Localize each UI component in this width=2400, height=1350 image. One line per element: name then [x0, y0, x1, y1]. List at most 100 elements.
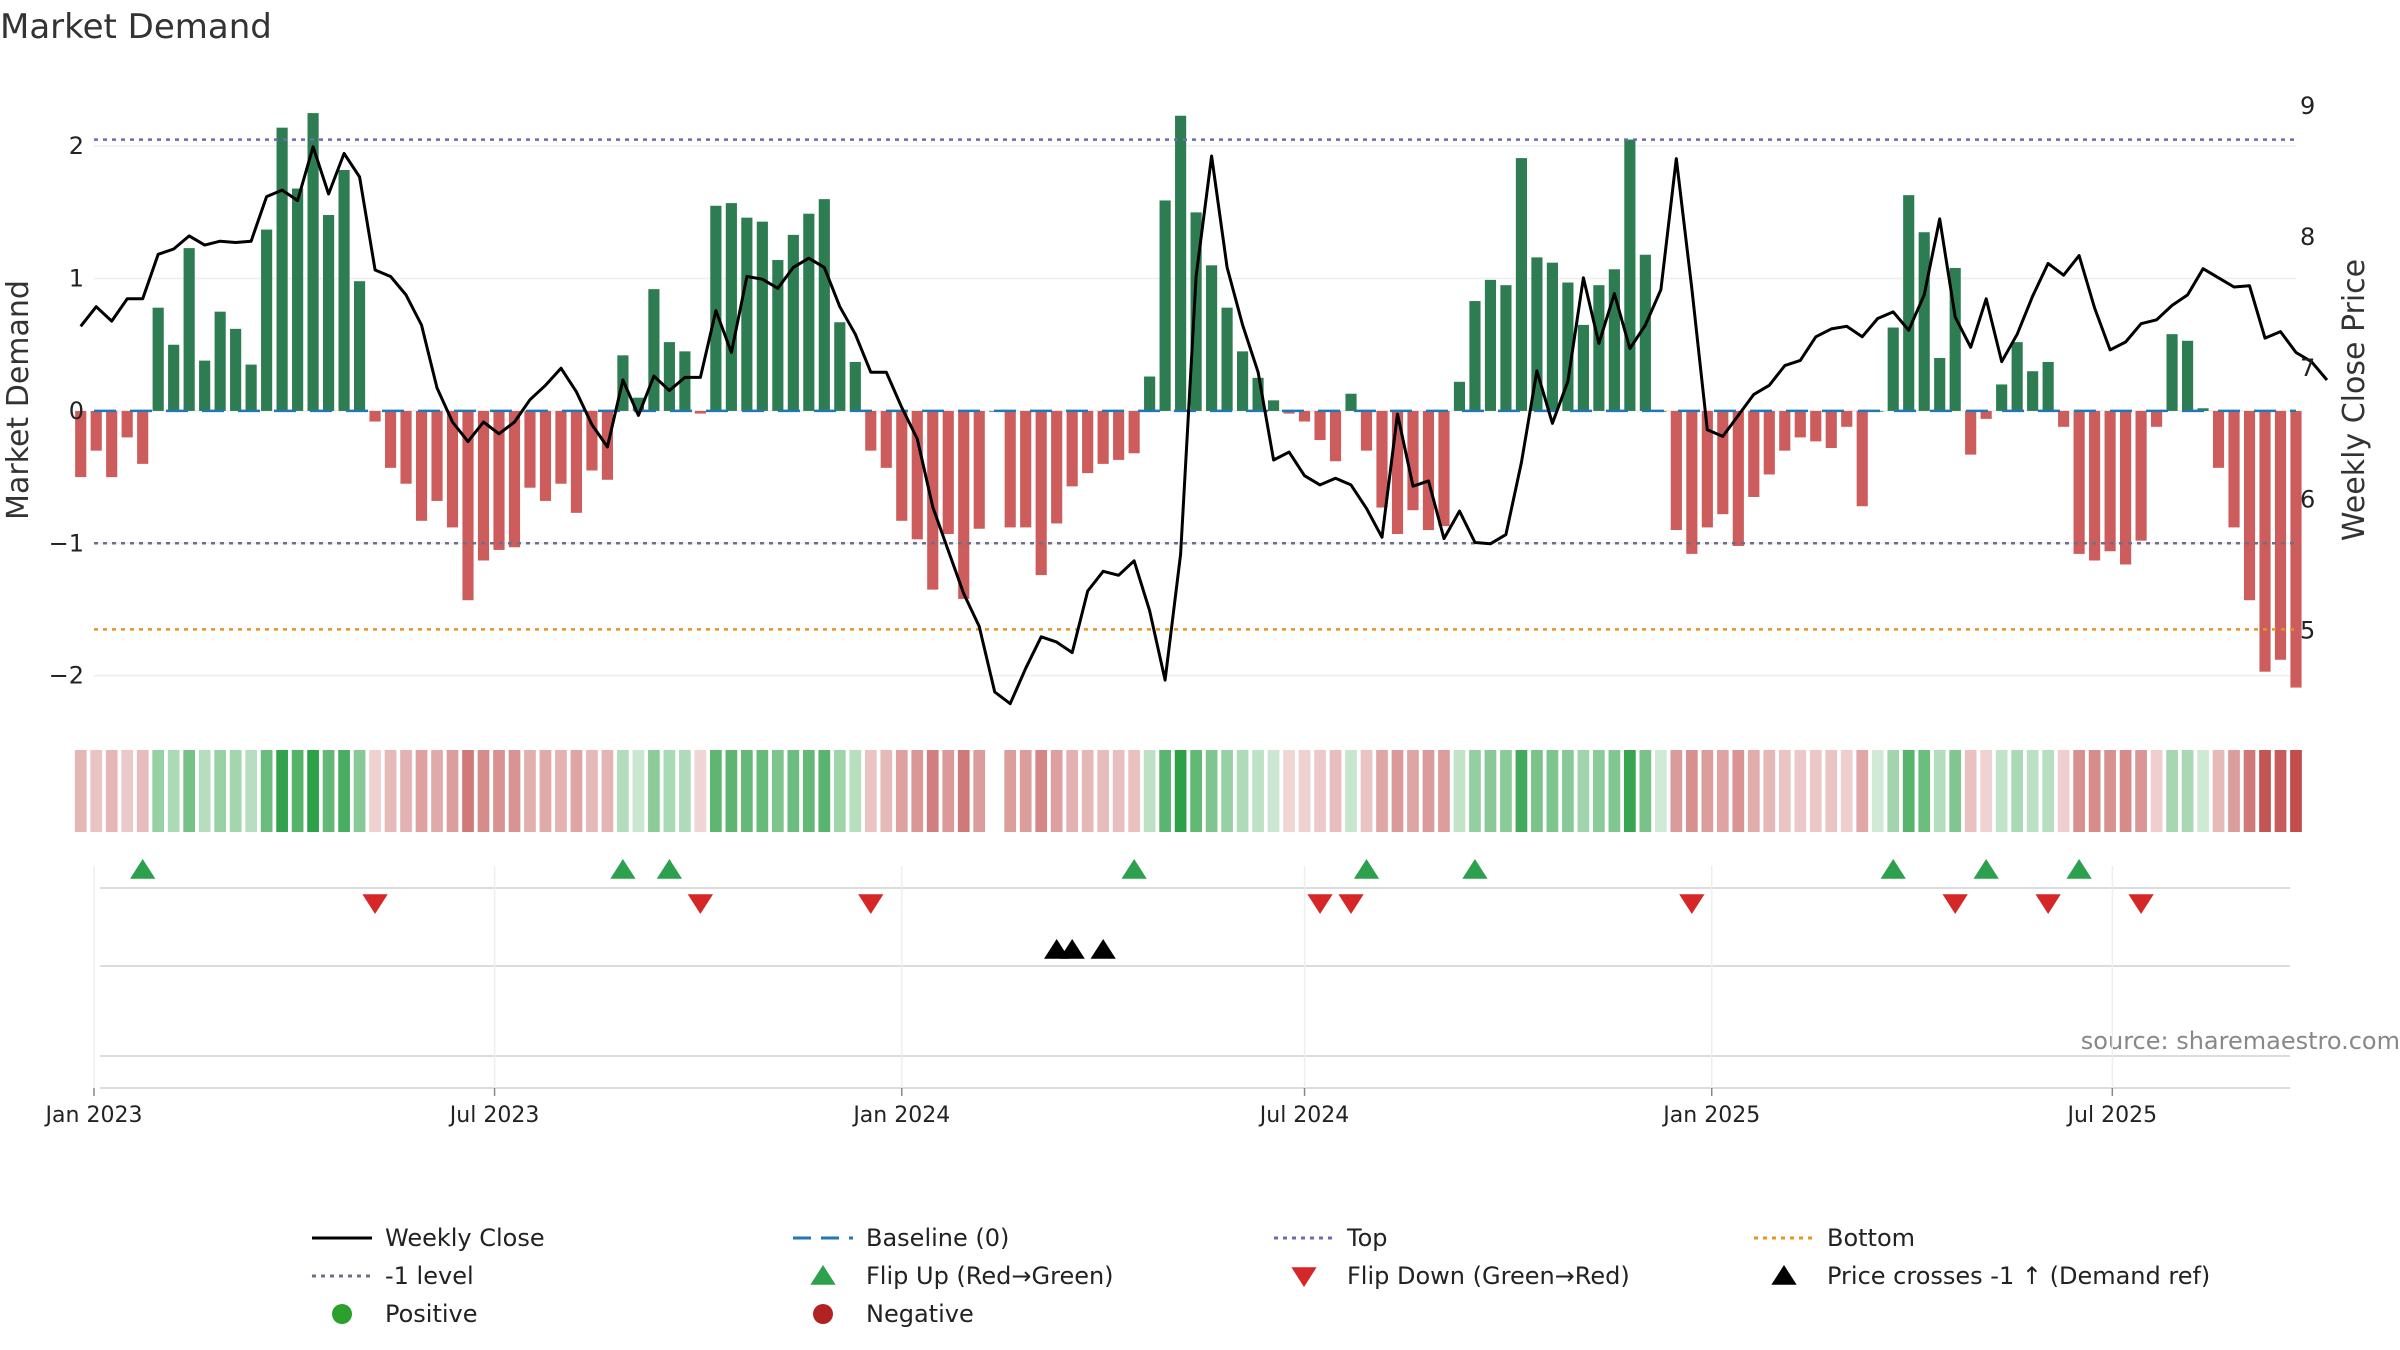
demand-bar	[648, 289, 660, 411]
heat-cell	[2259, 750, 2271, 832]
heat-cell	[1794, 750, 1807, 832]
demand-bar	[1562, 282, 1574, 411]
demand-bar	[477, 410, 490, 561]
heat-cell	[1004, 750, 1017, 832]
x-tick-label: Jul 2025	[2066, 1103, 2158, 1128]
demand-bar	[1175, 115, 1187, 411]
demand-bar	[1577, 324, 1589, 411]
demand-bar	[1608, 269, 1620, 411]
demand-bar	[2151, 410, 2163, 427]
flip-down-marker	[858, 894, 884, 914]
demand-bar	[2089, 410, 2101, 561]
heat-cell	[1236, 750, 1249, 832]
demand-bar	[942, 410, 954, 535]
y2-tick-label: 5	[2300, 616, 2315, 644]
price-cross-marker	[1059, 939, 1085, 959]
legend-item: Flip Down (Green→Red)	[1291, 1262, 1630, 1290]
demand-bar	[446, 410, 459, 528]
heat-cell	[1174, 750, 1187, 832]
heat-cell	[74, 750, 87, 832]
demand-bar	[183, 248, 195, 411]
heat-cell	[880, 750, 893, 832]
heat-cell	[663, 750, 676, 832]
demand-bar	[2274, 410, 2287, 660]
demand-bar	[508, 410, 521, 548]
demand-bar	[1949, 267, 1961, 411]
heat-cell	[1856, 750, 1869, 832]
x-tick-label: Jan 2024	[851, 1103, 950, 1128]
heat-cell	[307, 750, 319, 832]
heat-cell	[617, 750, 629, 832]
demand-bar	[168, 344, 180, 411]
demand-bar	[896, 410, 908, 521]
y-tick-label: 2	[69, 132, 84, 160]
demand-bar	[834, 322, 846, 411]
demand-bar	[323, 215, 335, 411]
flip-down-marker	[1942, 894, 1968, 914]
demand-bar	[2212, 410, 2225, 468]
heat-cell	[276, 750, 288, 832]
legend-swatch-triangle-down	[1291, 1267, 1317, 1287]
heat-cell	[1159, 750, 1171, 832]
demand-bar	[369, 410, 381, 422]
demand-bars	[75, 113, 2302, 688]
demand-bar	[261, 229, 273, 411]
demand-bar	[973, 410, 985, 529]
demand-bar	[756, 221, 768, 411]
heat-cell	[338, 750, 350, 832]
legend-item: Flip Up (Red→Green)	[810, 1262, 1114, 1290]
flip-down-marker	[2128, 894, 2154, 914]
demand-bar	[1453, 381, 1466, 411]
legend-label: Price crosses -1 ↑ (Demand ref)	[1827, 1262, 2210, 1290]
heat-cell	[911, 750, 924, 832]
demand-bar	[663, 342, 675, 411]
demand-bar	[245, 364, 257, 411]
demand-bar	[384, 410, 397, 468]
heat-cell	[1546, 750, 1559, 832]
source-attribution: source: sharemaestro.com	[2081, 1027, 2400, 1055]
demand-bar	[539, 410, 552, 501]
heat-cell	[477, 750, 490, 832]
x-tick-label: Jan 2023	[44, 1103, 143, 1128]
heat-cell	[1128, 750, 1140, 832]
heat-cell	[1205, 750, 1218, 832]
heat-cell	[942, 750, 955, 832]
heat-cell	[725, 750, 738, 832]
demand-bar	[1004, 410, 1016, 528]
demand-bar	[1097, 410, 1109, 464]
demand-bar	[415, 410, 428, 521]
heat-cell	[369, 750, 381, 832]
legend-item: Negative	[813, 1300, 974, 1328]
legend-swatch-circle	[813, 1304, 833, 1324]
legend-item: -1 level	[312, 1262, 474, 1290]
heat-cell	[1593, 750, 1605, 832]
heat-cell	[260, 750, 273, 832]
heat-cell	[756, 750, 769, 832]
heat-cell	[2104, 750, 2116, 832]
demand-bar	[1345, 393, 1357, 411]
legend: Weekly Close Baseline (0) Top Bottom -1 leve…	[312, 1224, 2210, 1328]
heat-cell	[539, 750, 552, 832]
heat-cell	[1283, 750, 1295, 832]
legend-swatch-triangle-up	[810, 1265, 836, 1285]
flip-up-marker	[610, 859, 636, 879]
demand-bar	[2073, 410, 2085, 554]
heat-cell	[1112, 750, 1125, 832]
heat-cell	[1685, 750, 1698, 832]
heat-cell	[1298, 750, 1311, 832]
demand-bar	[1298, 410, 1311, 422]
heat-cell	[1577, 750, 1590, 832]
demand-bar	[1360, 410, 1373, 451]
demand-bar	[1996, 384, 2008, 411]
demand-bar	[958, 410, 970, 599]
demand-bar	[1422, 410, 1435, 531]
demand-bar	[1438, 410, 1450, 527]
reference-levels	[94, 138, 2296, 631]
demand-bar	[1407, 410, 1419, 511]
demand-bar	[214, 311, 226, 411]
flip-up-marker	[1462, 859, 1488, 879]
y-tick-label: 1	[69, 265, 84, 293]
demand-bar	[2166, 334, 2178, 411]
demand-bar	[2042, 361, 2054, 411]
demand-bar	[1391, 410, 1404, 535]
